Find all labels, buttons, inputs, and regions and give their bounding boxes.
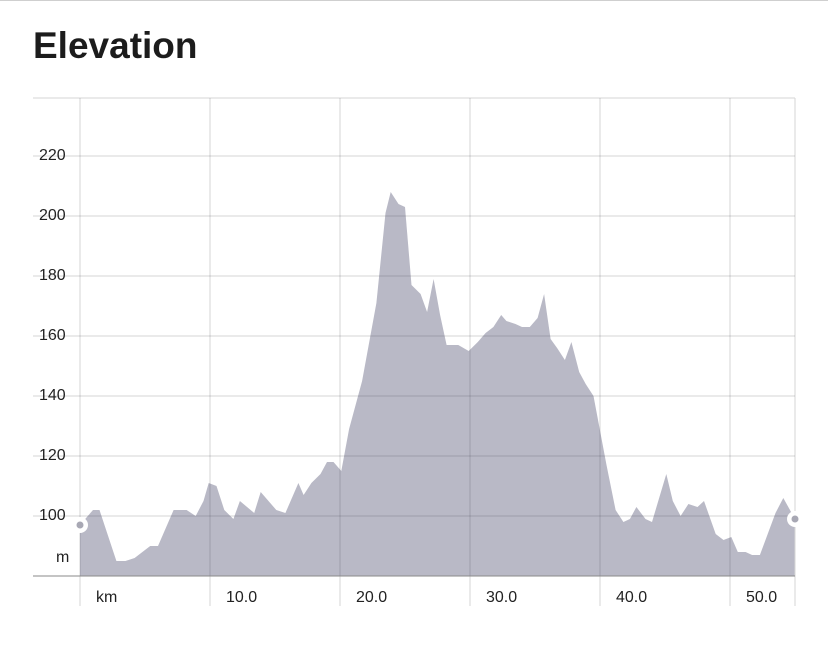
y-tick-label: 160 xyxy=(39,327,66,344)
y-tick-label: 220 xyxy=(39,147,66,164)
elevation-area xyxy=(80,192,795,576)
x-tick-label: 50.0 xyxy=(746,589,777,606)
y-tick-label: 140 xyxy=(39,387,66,404)
chart-title: Elevation xyxy=(33,25,198,66)
y-tick-label: 120 xyxy=(39,447,66,464)
x-tick-label: km xyxy=(96,589,117,606)
y-tick-label: 180 xyxy=(39,267,66,284)
start-marker-dot xyxy=(76,521,84,529)
y-tick-label: 200 xyxy=(39,207,66,224)
x-tick-label: 30.0 xyxy=(486,589,517,606)
y-tick-label: 100 xyxy=(39,507,66,524)
y-axis-label: m xyxy=(56,549,69,566)
x-tick-label: 20.0 xyxy=(356,589,387,606)
end-marker-dot xyxy=(791,515,799,523)
x-tick-label: 40.0 xyxy=(616,589,647,606)
x-tick-label: 10.0 xyxy=(226,589,257,606)
